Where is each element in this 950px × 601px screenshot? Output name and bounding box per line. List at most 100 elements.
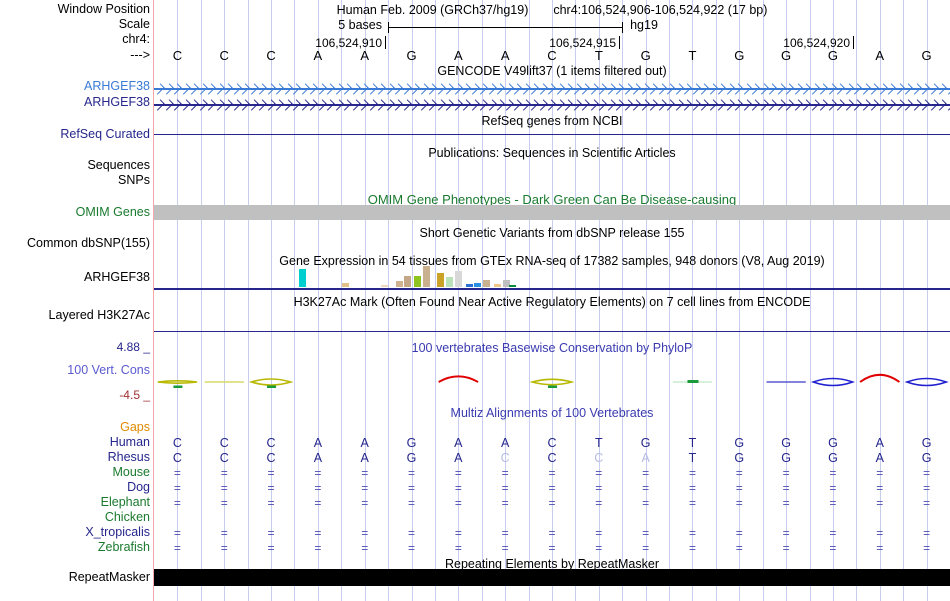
label-species-rhesus[interactable]: Rhesus bbox=[107, 450, 150, 464]
multiz-gap-mark: = bbox=[408, 496, 416, 510]
multiz-gap-mark: = bbox=[642, 526, 650, 540]
gtex-tissue-bar[interactable] bbox=[466, 284, 473, 287]
sequence-base: G bbox=[781, 48, 792, 63]
multiz-base: A bbox=[360, 451, 369, 465]
sequence-base: A bbox=[875, 48, 885, 63]
gtex-tissue-bar[interactable] bbox=[437, 273, 444, 287]
multiz-gap-mark: = bbox=[267, 466, 275, 480]
gtex-tissue-bar[interactable] bbox=[381, 285, 388, 287]
multiz-gap-mark: = bbox=[595, 466, 603, 480]
gtex-tissue-bar[interactable] bbox=[455, 271, 462, 287]
assembly-db-text: hg19 bbox=[630, 18, 658, 32]
label-track-repeatmasker[interactable]: RepeatMasker bbox=[68, 570, 150, 584]
multiz-base: C bbox=[172, 436, 182, 450]
multiz-gap-mark: = bbox=[408, 541, 416, 555]
label-track-omim-genes[interactable]: OMIM Genes bbox=[75, 205, 150, 219]
refseq-divider bbox=[154, 134, 950, 135]
multiz-gap-mark: = bbox=[548, 496, 556, 510]
multiz-base: A bbox=[875, 451, 884, 465]
sequence-base: A bbox=[500, 48, 510, 63]
gtex-expression-barchart[interactable] bbox=[154, 265, 950, 287]
gtex-tissue-bar[interactable] bbox=[299, 269, 306, 287]
gene-chevron-row-2[interactable] bbox=[154, 98, 950, 111]
label-species-x-tropicalis[interactable]: X_tropicalis bbox=[85, 525, 150, 539]
multiz-gap-mark: = bbox=[688, 466, 696, 480]
multiz-base: G bbox=[640, 436, 651, 450]
track-title-phylop: 100 vertebrates Basewise Conservation by… bbox=[411, 341, 693, 355]
multiz-gap-mark: = bbox=[595, 496, 603, 510]
phylop-conservation-chart[interactable] bbox=[154, 360, 950, 400]
label-track-common-dbsnp[interactable]: Common dbSNP(155) bbox=[27, 236, 150, 250]
track-data-panel[interactable]: Human Feb. 2009 (GRCh37/hg19) chr4:106,5… bbox=[154, 0, 950, 601]
gtex-tissue-bar[interactable] bbox=[474, 283, 481, 287]
multiz-gap-mark: = bbox=[454, 481, 462, 495]
multiz-gap-mark: = bbox=[923, 496, 931, 510]
label-track-snps[interactable]: SNPs bbox=[118, 173, 150, 187]
label-species-mouse[interactable]: Mouse bbox=[112, 465, 150, 479]
multiz-gap-mark: = bbox=[595, 541, 603, 555]
multiz-gap-mark: = bbox=[314, 526, 322, 540]
gtex-tissue-bar[interactable] bbox=[509, 285, 516, 287]
multiz-gap-mark: = bbox=[876, 526, 884, 540]
scale-bar-left-tick bbox=[388, 22, 389, 33]
multiz-gap-mark: = bbox=[361, 496, 369, 510]
multiz-gap-mark: = bbox=[501, 526, 509, 540]
multiz-gap-mark: = bbox=[220, 541, 228, 555]
multiz-base: A bbox=[454, 451, 463, 465]
gtex-tissue-bar[interactable] bbox=[342, 283, 349, 287]
scale-bar-line bbox=[388, 27, 623, 28]
gtex-tissue-bar[interactable] bbox=[446, 277, 453, 287]
label-track-sequences[interactable]: Sequences bbox=[87, 158, 150, 172]
label-species-zebrafish[interactable]: Zebrafish bbox=[97, 540, 150, 554]
gtex-tissue-bar[interactable] bbox=[494, 284, 501, 287]
label-track-arhgef38-gencode1[interactable]: ARHGEF38 bbox=[84, 79, 150, 93]
label-track-arhgef38-gencode2[interactable]: ARHGEF38 bbox=[84, 95, 150, 109]
phylop-min-value: -4.5 _ bbox=[119, 388, 150, 402]
phylop-lens-mark bbox=[529, 378, 575, 386]
gene-chevron-row-1[interactable] bbox=[154, 82, 950, 95]
track-title-publications: Publications: Sequences in Scientific Ar… bbox=[428, 146, 676, 160]
multiz-gap-mark: = bbox=[220, 481, 228, 495]
label-chrom: chr4: bbox=[122, 32, 150, 46]
repeatmasker-band[interactable] bbox=[154, 569, 950, 586]
label-track-100-vert-cons[interactable]: 100 Vert. Cons bbox=[67, 363, 150, 377]
gtex-tissue-bar[interactable] bbox=[483, 280, 490, 287]
multiz-gap-mark: = bbox=[454, 466, 462, 480]
multiz-gap-mark: = bbox=[688, 526, 696, 540]
multiz-gap-mark: = bbox=[314, 481, 322, 495]
omim-genes-band[interactable] bbox=[154, 205, 950, 220]
gtex-tissue-bar[interactable] bbox=[423, 266, 430, 287]
multiz-gap-mark: = bbox=[267, 481, 275, 495]
label-track-gtex-arhgef38[interactable]: ARHGEF38 bbox=[84, 270, 150, 284]
multiz-base: C bbox=[266, 436, 276, 450]
label-track-layered-h3k27ac[interactable]: Layered H3K27Ac bbox=[48, 308, 150, 322]
multiz-base: G bbox=[828, 451, 838, 465]
multiz-gap-mark: = bbox=[876, 466, 884, 480]
multiz-gap-mark: = bbox=[173, 526, 181, 540]
gtex-tissue-bar[interactable] bbox=[404, 276, 411, 287]
scale-bar-right-tick bbox=[622, 22, 624, 33]
sequence-base: A bbox=[360, 48, 370, 63]
label-species-human[interactable]: Human bbox=[109, 435, 150, 449]
multiz-gap-mark: = bbox=[782, 526, 790, 540]
gtex-tissue-bar[interactable] bbox=[396, 281, 403, 287]
label-species-elephant[interactable]: Elephant bbox=[100, 495, 150, 509]
sequence-base: C bbox=[219, 48, 229, 63]
multiz-gap-mark: = bbox=[501, 541, 509, 555]
multiz-gap-mark: = bbox=[267, 541, 275, 555]
gtex-tissue-bar[interactable] bbox=[503, 280, 510, 287]
gtex-tissue-bar[interactable] bbox=[414, 276, 421, 287]
multiz-gap-mark: = bbox=[501, 496, 509, 510]
label-track-refseq-curated[interactable]: RefSeq Curated bbox=[60, 127, 150, 141]
phylop-arch-mark bbox=[438, 375, 479, 383]
label-species-dog[interactable]: Dog bbox=[127, 480, 150, 494]
multiz-base: G bbox=[406, 436, 417, 450]
label-window-position: Window Position bbox=[57, 2, 150, 16]
label-species-chicken[interactable]: Chicken bbox=[104, 510, 150, 524]
multiz-base: T bbox=[594, 436, 603, 450]
track-title-h3k27ac: H3K27Ac Mark (Often Found Near Active Re… bbox=[293, 295, 811, 309]
multiz-gap-mark: = bbox=[735, 496, 743, 510]
multiz-gap-mark: = bbox=[642, 466, 650, 480]
multiz-gap-mark: = bbox=[173, 541, 181, 555]
